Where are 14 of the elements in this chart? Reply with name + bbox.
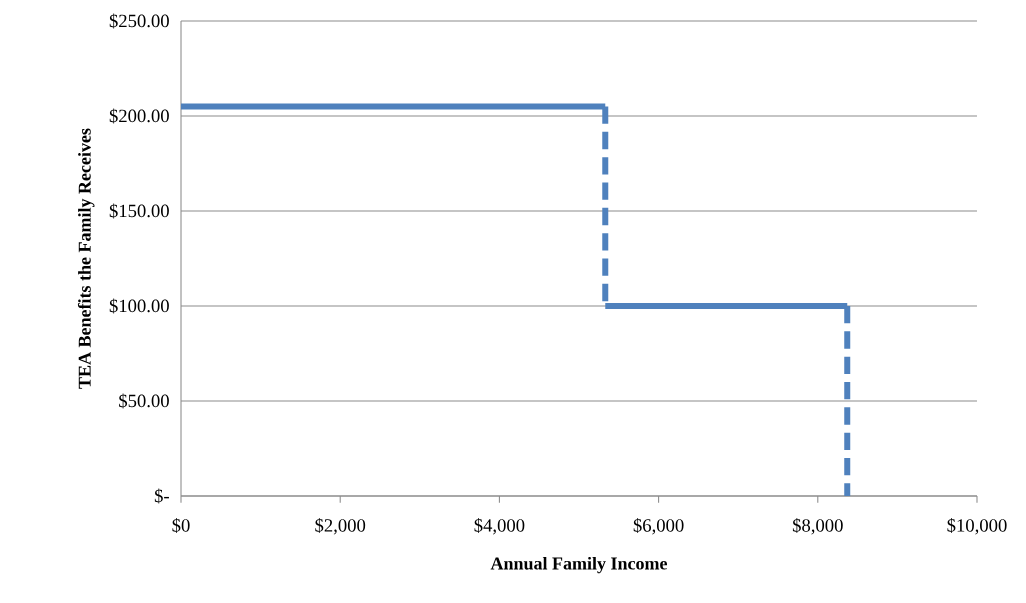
x-tick-label: $2,000 [315, 518, 366, 535]
x-tick-label: $4,000 [474, 518, 525, 535]
y-tick-label: $50.00 [119, 393, 169, 409]
x-tick-label: $0 [172, 518, 190, 533]
x-axis-title: Annual Family Income [490, 556, 668, 574]
x-tick-label: $8,000 [792, 518, 843, 535]
y-tick-label: $200.00 [109, 108, 169, 124]
y-axis-title: TEA Benefits the Family Receives [77, 128, 95, 389]
y-tick-label: $150.00 [109, 203, 169, 219]
y-tick-label: $- [154, 488, 169, 504]
y-tick-label: $100.00 [109, 298, 169, 314]
y-tick-label: $250.00 [109, 13, 169, 29]
x-tick-label: $6,000 [633, 518, 684, 535]
x-tick-label: $10,000 [947, 518, 1007, 535]
